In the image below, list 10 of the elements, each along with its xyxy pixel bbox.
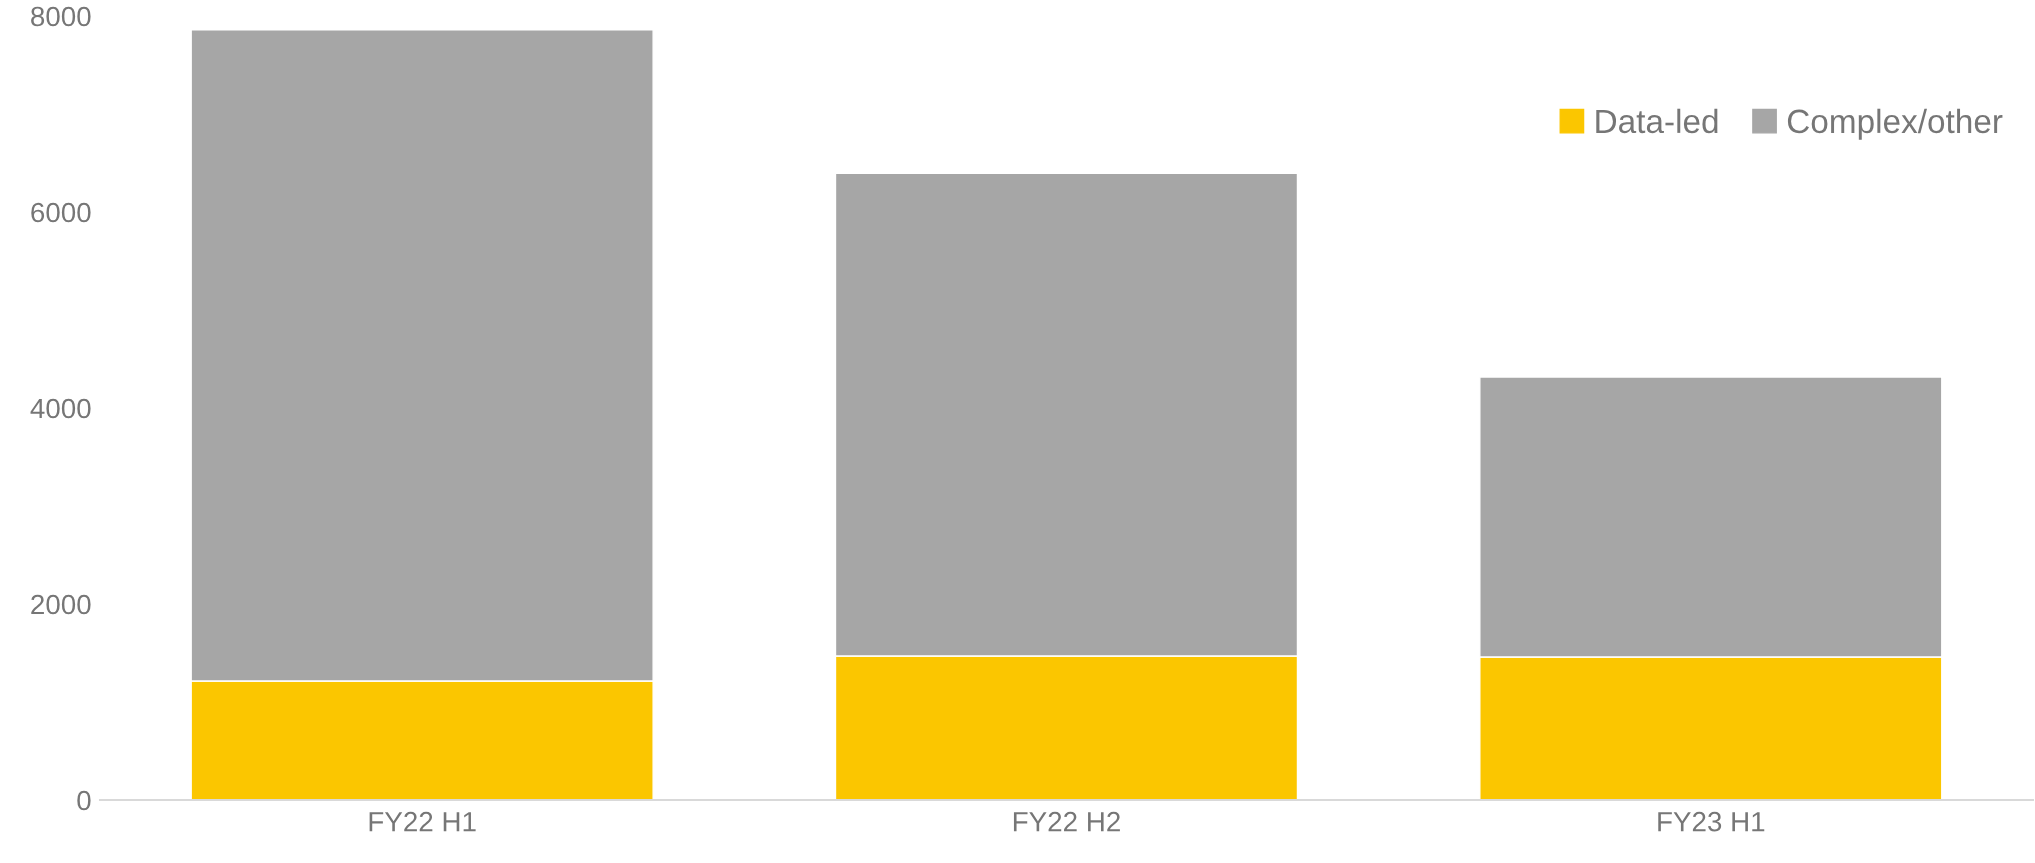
y-tick-label: 8000 [31,6,91,27]
y-tick-label: 4000 [30,398,91,419]
y-tick-label: 2000 [31,594,91,615]
y-tick-label: 6000 [31,202,91,223]
x-tick-label: FY22 H1 [369,811,476,832]
y-tick-label: 0 [77,790,91,811]
x-tick-label: FY23 H1 [1658,811,1765,832]
x-tick-label: FY22 H2 [1013,811,1120,832]
legend-label: Complex/other [1787,108,2003,140]
legend-label: Data-led [1596,108,1718,134]
